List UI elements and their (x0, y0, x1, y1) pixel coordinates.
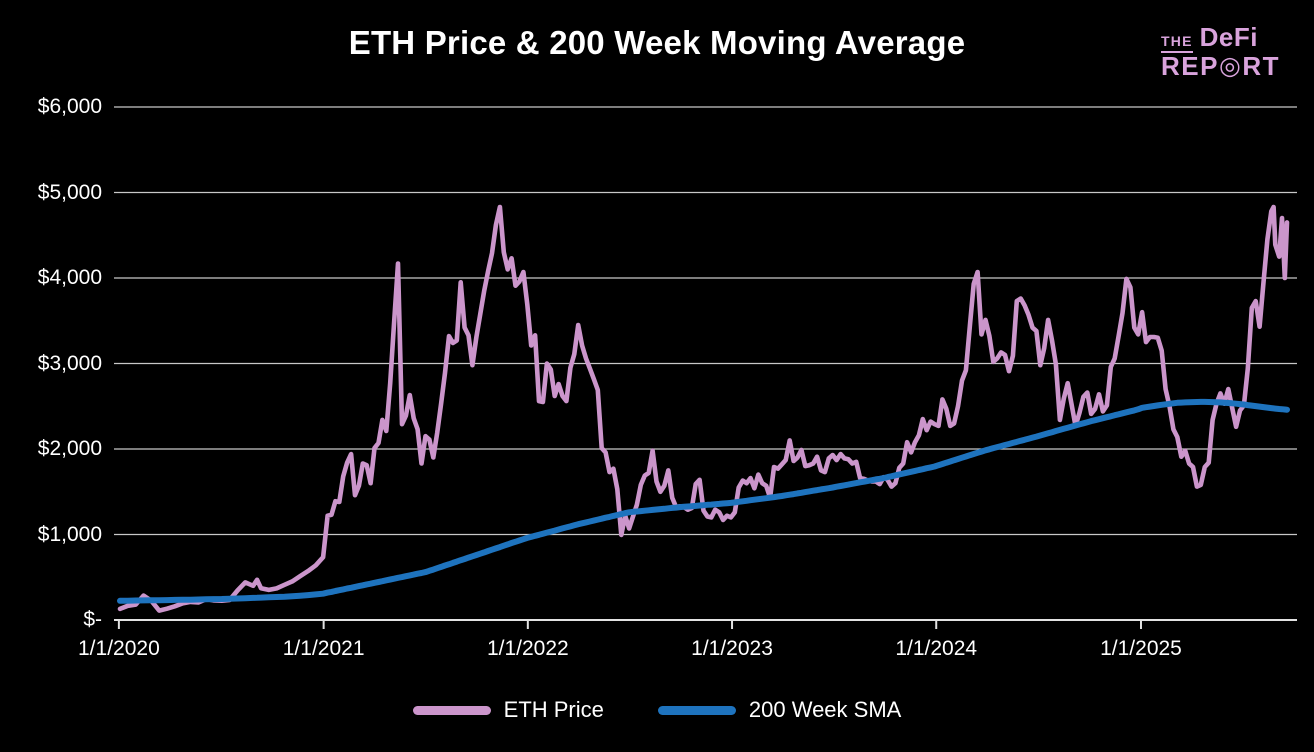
y-axis-label: $4,000 (37, 266, 102, 289)
logo-rt-text: RT (1242, 50, 1280, 81)
chart-legend: ETH Price 200 Week SMA (0, 697, 1314, 723)
x-axis-label: 1/1/2023 (691, 637, 773, 660)
legend-item-eth-price: ETH Price (412, 697, 604, 723)
logo-report-text: REP ◎ RT (1161, 50, 1280, 81)
y-axis-label: $5,000 (37, 180, 102, 204)
defi-report-logo: THE DeFi REP ◎ RT (1161, 22, 1280, 81)
eth-price-legend-label: ETH Price (503, 697, 604, 722)
eth-price-line-swatch (412, 705, 491, 715)
x-axis-label: 1/1/2024 (895, 637, 978, 660)
legend-item-200-week-sma: 200 Week SMA (657, 697, 902, 723)
y-axis-label: $- (83, 608, 102, 631)
logo-rep-text: REP (1161, 50, 1219, 81)
y-axis-label: $2,000 (37, 437, 102, 460)
eth-price-line (117, 204, 1290, 613)
y-axis-label: $6,000 (37, 95, 102, 118)
x-axis-label: 1/1/2022 (486, 637, 569, 660)
chart-title: ETH Price & 200 Week Moving Average (348, 24, 966, 61)
logo-defi-text: DeFi (1199, 22, 1258, 52)
sma-line-swatch (657, 705, 736, 715)
logo-line-1: THE DeFi (1161, 22, 1280, 53)
logo-the-text: THE (1161, 34, 1193, 53)
sma-line (117, 398, 1290, 604)
x-axis-label: 1/1/2020 (78, 637, 160, 660)
sma-legend-label: 200 Week SMA (748, 697, 902, 722)
x-axis-label: 1/1/2025 (1100, 637, 1182, 660)
logo-bullseye-icon: ◎ (1219, 51, 1243, 80)
y-axis-label: $3,000 (37, 351, 102, 375)
x-axis-label: 1/1/2021 (282, 637, 365, 660)
y-axis-label: $1,000 (37, 522, 102, 546)
